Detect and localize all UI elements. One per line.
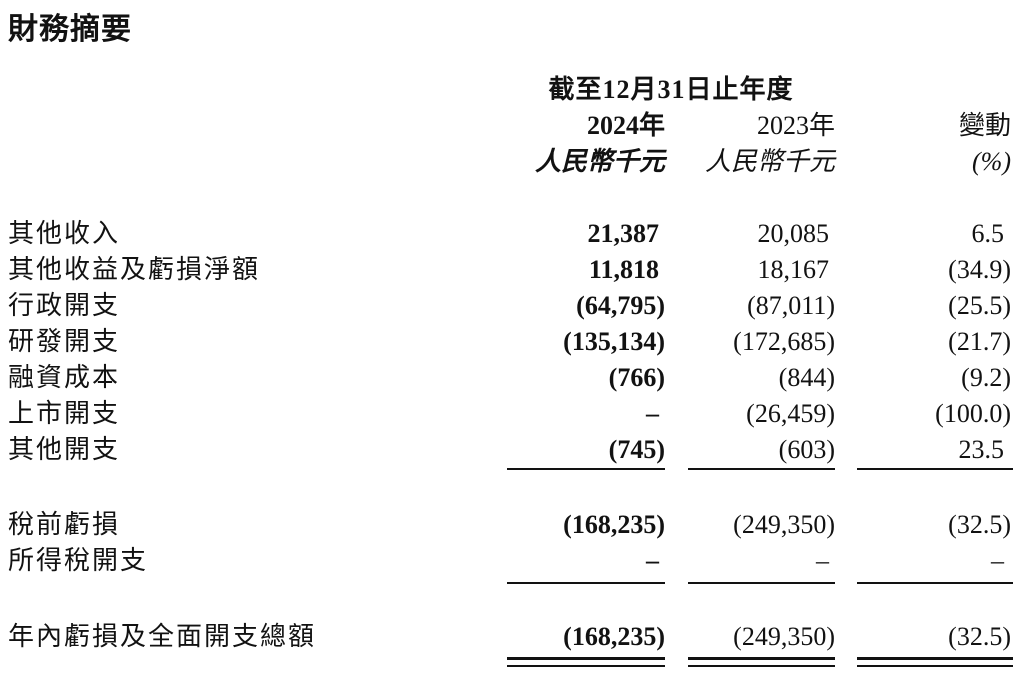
row-label: 研發開支	[8, 327, 121, 356]
financial-summary-table: 截至12月31日止年度 2024年 2023年 變動 人民幣千元 人民幣千元 (…	[0, 72, 1013, 667]
value-2024: (168,235)	[563, 622, 665, 651]
total-double-rule	[0, 657, 1013, 667]
value-change: –	[991, 546, 1004, 575]
column-header-2024: 2024年	[586, 111, 665, 140]
value-2024: (64,795)	[576, 291, 665, 320]
table-row: 研發開支 (135,134) (172,685) (21.7)	[0, 324, 1013, 360]
page-title: 財務摘要	[8, 13, 132, 46]
rule-segment	[507, 582, 665, 584]
rule-segment	[688, 468, 835, 470]
rule-segment	[857, 657, 1013, 667]
table-row: 所得稅開支 – – –	[0, 543, 1013, 579]
value-2024: (135,134)	[563, 327, 665, 356]
table-unit-header-row: 人民幣千元 人民幣千元 (%)	[0, 144, 1013, 180]
section-gap	[0, 470, 1013, 507]
rule-segment	[857, 468, 1013, 470]
column-unit-2023: 人民幣千元	[704, 147, 835, 176]
rule-segment	[507, 657, 665, 667]
value-2024: (168,235)	[563, 510, 665, 539]
row-label: 其他收入	[8, 219, 121, 248]
table-row: 融資成本 (766) (844) (9.2)	[0, 360, 1013, 396]
period-header: 截至12月31日止年度	[548, 75, 794, 104]
column-unit-2024: 人民幣千元	[534, 147, 665, 176]
row-label: 其他開支	[8, 435, 121, 464]
value-change: (25.5)	[948, 291, 1011, 320]
value-2024: (745)	[608, 435, 665, 464]
row-label: 其他收益及虧損淨額	[8, 255, 261, 284]
table-row: 稅前虧損 (168,235) (249,350) (32.5)	[0, 507, 1013, 543]
value-change: 23.5	[958, 435, 1005, 464]
column-header-change: 變動	[958, 111, 1011, 140]
value-2023: (249,350)	[733, 510, 835, 539]
value-2023: (844)	[778, 363, 835, 392]
table-row: 其他開支 (745) (603) 23.5	[0, 432, 1013, 468]
value-2024: –	[646, 399, 659, 428]
value-change: (34.9)	[948, 255, 1011, 284]
table-row: 行政開支 (64,795) (87,011) (25.5)	[0, 288, 1013, 324]
table-row: 上市開支 – (26,459) (100.0)	[0, 396, 1013, 432]
row-label: 行政開支	[8, 291, 121, 320]
value-change: (32.5)	[948, 510, 1011, 539]
value-change: (9.2)	[961, 363, 1011, 392]
value-2024: (766)	[608, 363, 665, 392]
value-2024: –	[646, 546, 659, 575]
value-2023: (26,459)	[746, 399, 835, 428]
table-row: 其他收益及虧損淨額 11,818 18,167 (34.9)	[0, 252, 1013, 288]
table-body: 其他收入 21,387 20,085 6.5 其他收益及虧損淨額 11,818 18,167…	[0, 216, 1013, 667]
row-label: 所得稅開支	[8, 546, 149, 575]
subtotal-rule	[0, 582, 1013, 584]
row-label: 融資成本	[8, 363, 121, 392]
row-label: 稅前虧損	[8, 510, 121, 539]
table-period-header-row: 截至12月31日止年度	[0, 72, 1013, 108]
rule-segment	[507, 468, 665, 470]
value-change: 6.5	[971, 219, 1005, 248]
value-change: (32.5)	[948, 622, 1011, 651]
header-body-spacer	[0, 180, 1013, 216]
section-gap	[0, 584, 1013, 619]
value-2023: (603)	[778, 435, 835, 464]
rule-segment	[857, 582, 1013, 584]
row-label: 年內虧損及全面開支總額	[8, 622, 317, 651]
column-header-2023: 2023年	[756, 111, 835, 140]
value-2023: (87,011)	[747, 291, 835, 320]
value-2023: (249,350)	[733, 622, 835, 651]
table-row: 其他收入 21,387 20,085 6.5	[0, 216, 1013, 252]
value-2023: 18,167	[757, 255, 830, 284]
row-label: 上市開支	[8, 399, 121, 428]
column-unit-change: (%)	[972, 147, 1011, 176]
value-change: (21.7)	[948, 327, 1011, 356]
value-2023: 20,085	[757, 219, 830, 248]
rule-segment	[688, 657, 835, 667]
subtotal-rule	[0, 468, 1013, 470]
table-row: 年內虧損及全面開支總額 (168,235) (249,350) (32.5)	[0, 619, 1013, 655]
rule-segment	[688, 582, 835, 584]
table-year-header-row: 2024年 2023年 變動	[0, 108, 1013, 144]
value-change: (100.0)	[935, 399, 1011, 428]
value-2023: –	[816, 546, 829, 575]
value-2024: 11,818	[588, 255, 659, 284]
value-2024: 21,387	[587, 219, 660, 248]
value-2023: (172,685)	[733, 327, 835, 356]
